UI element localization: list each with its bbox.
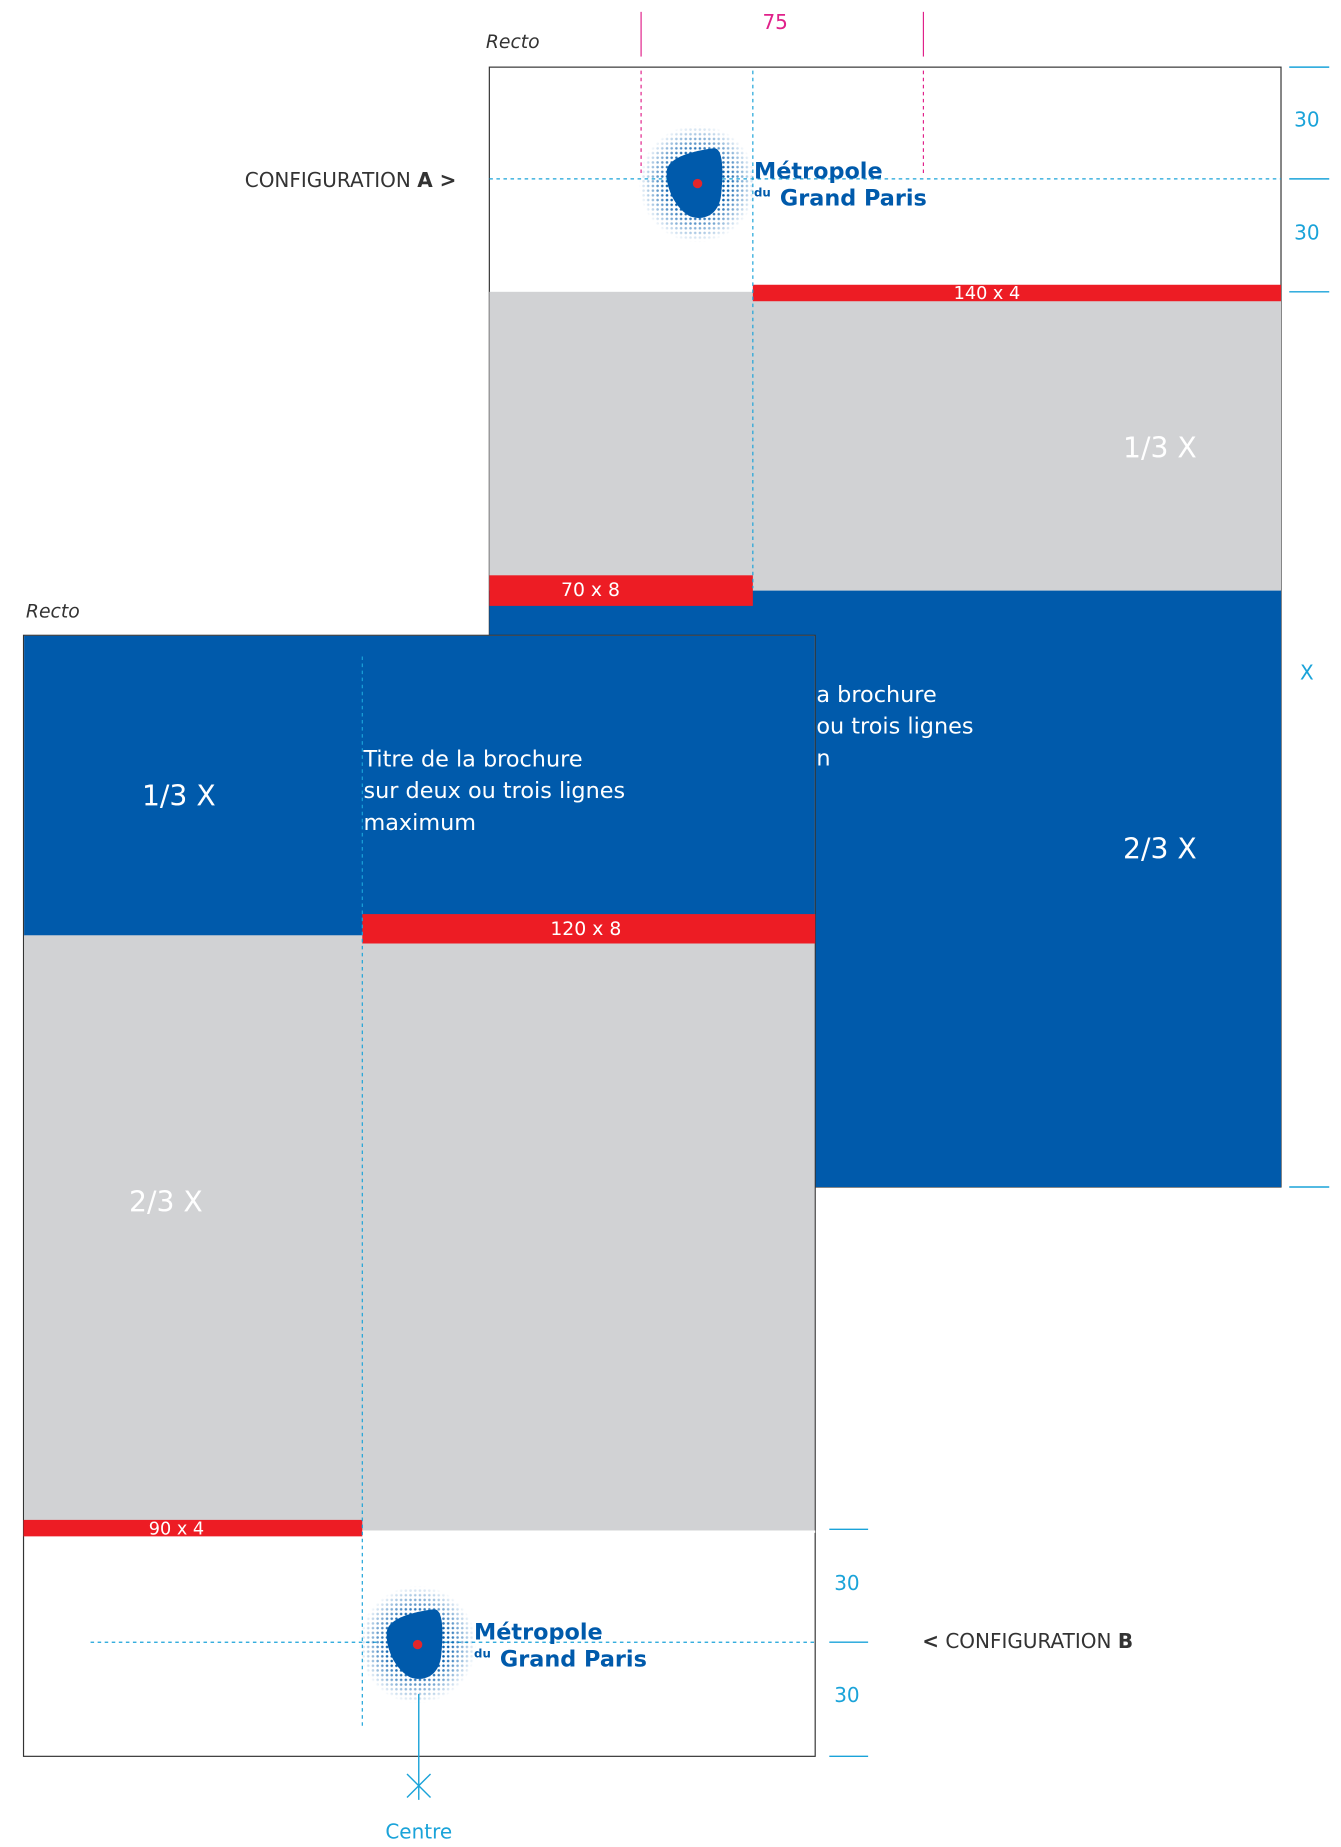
margin-label: 30 — [834, 1571, 859, 1595]
red-bar-label: 120 x 8 — [550, 919, 621, 940]
red-bar-label: 90 x 4 — [149, 1519, 204, 1539]
logo-text: Grand Paris — [780, 185, 927, 211]
title-line: ou trois lignes — [816, 714, 973, 740]
dim-label: 75 — [762, 10, 787, 34]
band-label: 1/3 X — [142, 780, 216, 813]
red-bar — [489, 575, 753, 606]
caption: Recto — [486, 32, 540, 53]
band-label: 2/3 X — [1123, 833, 1197, 866]
margin-label: 30 — [1294, 108, 1319, 132]
title-line: maximum — [363, 810, 476, 836]
logo-text: du — [754, 186, 771, 200]
red-bar — [752, 284, 1282, 302]
blue-band — [24, 635, 815, 936]
config-label: < CONFIGURATION B — [922, 1629, 1133, 1653]
center-cross — [406, 1773, 432, 1799]
center-label: Centre — [385, 1819, 452, 1843]
page-b: Recto 120 x 8 90 x 4 1/3 X 2/3 X Titre d… — [22, 601, 1133, 1843]
margin-label: 30 — [834, 1683, 859, 1707]
caption: Recto — [26, 601, 80, 622]
margin-label: 30 — [1294, 221, 1319, 245]
red-bar — [23, 1519, 363, 1537]
band-label: 1/3 X — [1123, 431, 1197, 464]
red-bar-label: 70 x 8 — [561, 580, 620, 601]
logo-text: Métropole — [474, 1619, 603, 1645]
gray-band — [24, 935, 815, 1531]
band-label: 2/3 X — [129, 1185, 203, 1218]
title-line: Titre de la brochure — [362, 746, 582, 772]
red-bar — [362, 914, 816, 944]
config-letter: B — [1118, 1629, 1133, 1653]
height-label: X — [1300, 661, 1314, 685]
config-label: CONFIGURATION A > — [245, 168, 457, 192]
title-line: n — [816, 745, 830, 771]
config-text: CONFIGURATION — [245, 168, 411, 192]
logo-text: du — [474, 1646, 491, 1660]
red-bar-label: 140 x 4 — [954, 284, 1020, 304]
logo: Métropole du Grand Paris — [359, 1586, 647, 1704]
config-letter: A > — [417, 168, 456, 192]
gray-band — [489, 291, 1282, 591]
logo: Métropole du Grand Paris — [639, 125, 927, 243]
logo-text: Grand Paris — [500, 1646, 647, 1672]
gap — [362, 1530, 816, 1533]
logo-text: Métropole — [754, 158, 883, 184]
title-line: sur deux ou trois lignes — [363, 778, 625, 804]
config-text: CONFIGURATION — [945, 1629, 1111, 1653]
title-line: a brochure — [816, 682, 936, 708]
config-arrow: < — [922, 1629, 939, 1653]
